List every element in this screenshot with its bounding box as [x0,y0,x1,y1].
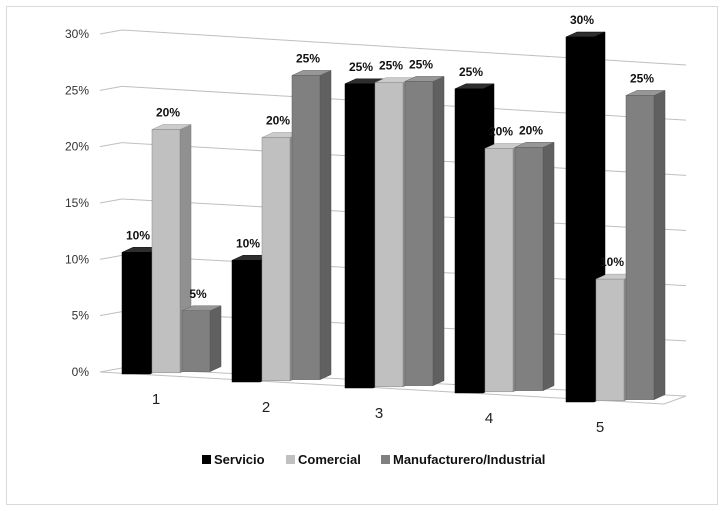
data-label: 25% [349,60,373,74]
x-tick-label: 5 [596,419,604,436]
gridline-side [99,142,123,148]
bar-side [319,70,332,380]
bar-side [432,76,445,386]
bar-front [151,129,181,374]
y-tick-label: 5% [72,309,90,323]
bar-front [344,83,374,389]
legend-item: Servicio [202,452,265,467]
bar-front [374,82,404,388]
gridline-side [99,311,123,317]
bar: 25% [625,71,666,400]
legend-swatch [202,455,211,464]
data-label: 20% [156,105,180,119]
data-label: 25% [630,71,654,85]
gridline-side [99,29,123,35]
y-tick-label: 25% [65,83,89,97]
data-label: 20% [519,123,543,137]
bar-front [595,278,625,402]
y-tick-label: 20% [65,140,89,154]
data-label: 25% [379,59,403,73]
x-tick-label: 2 [262,399,270,416]
bar-front [121,252,151,375]
bar-front [404,81,434,386]
y-tick-label: 15% [65,196,89,210]
bar-side [209,305,222,372]
data-label: 20% [489,124,513,138]
legend: Servicio Comercial Manufacturero/Industria… [202,452,545,467]
data-label: 25% [296,51,320,65]
legend-item: Comercial [286,452,361,467]
bar-front [231,260,261,383]
y-tick-label: 10% [65,252,89,266]
bar: 20% [514,123,555,391]
bar-front [454,88,484,394]
bar-front [291,75,321,380]
bar-front [565,36,595,403]
bar-front [261,137,291,382]
bar: 25% [291,51,332,380]
bar-side [542,141,555,391]
legend-item: Manufacturero/Industrial [381,452,545,467]
y-tick-label: 30% [65,27,89,41]
data-label: 5% [189,287,207,301]
bar-front [484,148,514,393]
legend-label: Manufacturero/Industrial [393,452,545,467]
bars: 10% 20% 5% 10% 20% 25% 25% 25% 25% 25% 20% 20% 30% 10… [121,13,666,403]
data-label: 20% [266,113,290,127]
data-label: 10% [600,255,624,269]
gridline-side [99,254,123,260]
x-tick-label: 3 [375,405,383,422]
data-label: 10% [126,228,150,242]
bar: 25% [404,57,445,386]
data-label: 25% [459,65,483,79]
data-label: 25% [409,57,433,71]
legend-swatch [381,455,390,464]
legend-label: Comercial [298,452,361,467]
legend-swatch [286,455,295,464]
bar: 5% [181,287,222,372]
bar-front [514,147,544,391]
bar-front [181,310,211,372]
y-tick-label: 0% [72,365,90,379]
gridline-side [99,85,123,91]
gridline-side [99,367,123,373]
gridline-side [99,198,123,204]
legend-label: Servicio [214,452,265,467]
data-label: 10% [236,236,260,250]
floor-side [663,395,687,405]
x-tick-label: 1 [152,391,160,408]
bar-side [653,90,666,400]
bar-front [625,95,655,400]
x-tick-label: 4 [485,410,493,427]
data-label: 30% [570,13,594,27]
